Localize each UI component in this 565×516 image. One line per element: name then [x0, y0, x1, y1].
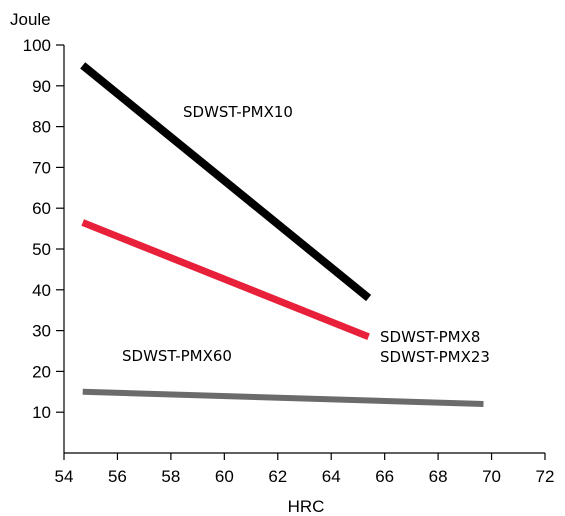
x-tick-label: 70 [482, 467, 501, 486]
y-tick-label: 40 [32, 281, 51, 300]
y-tick-label: 100 [23, 36, 51, 55]
y-tick-label: 60 [32, 199, 51, 218]
x-ticks: 54 56 58 60 62 64 66 68 70 72 [55, 453, 555, 486]
y-tick-label: 20 [32, 362, 51, 381]
x-tick-label: 64 [322, 467, 341, 486]
series-label-pmx10: SDWST-PMX10 [183, 103, 293, 121]
series-line-3 [82, 388, 484, 407]
x-tick-label: 58 [161, 467, 180, 486]
series-line-2 [81, 219, 370, 340]
series-line-1 [80, 62, 372, 302]
y-tick-label: 30 [32, 322, 51, 341]
x-tick-label: 66 [375, 467, 394, 486]
series-label-pmx60: SDWST-PMX60 [122, 347, 232, 365]
x-tick-label: 56 [108, 467, 127, 486]
x-tick-label: 62 [268, 467, 287, 486]
x-tick-label: 60 [215, 467, 234, 486]
x-axis-title: HRC [288, 497, 325, 516]
y-tick-label: 10 [32, 403, 51, 422]
series-lines [80, 62, 484, 407]
y-tick-label: 90 [32, 77, 51, 96]
y-ticks: 10 20 30 40 50 60 70 80 90 100 [23, 36, 64, 422]
x-tick-label: 68 [429, 467, 448, 486]
x-tick-label: 54 [55, 467, 74, 486]
y-tick-label: 50 [32, 240, 51, 259]
y-axis-title: Joule [10, 10, 51, 29]
y-tick-label: 70 [32, 158, 51, 177]
series-label-pmx8: SDWST-PMX8 [380, 328, 480, 346]
y-tick-label: 80 [32, 118, 51, 137]
x-tick-label: 72 [536, 467, 555, 486]
series-label-pmx23: SDWST-PMX23 [380, 348, 490, 366]
